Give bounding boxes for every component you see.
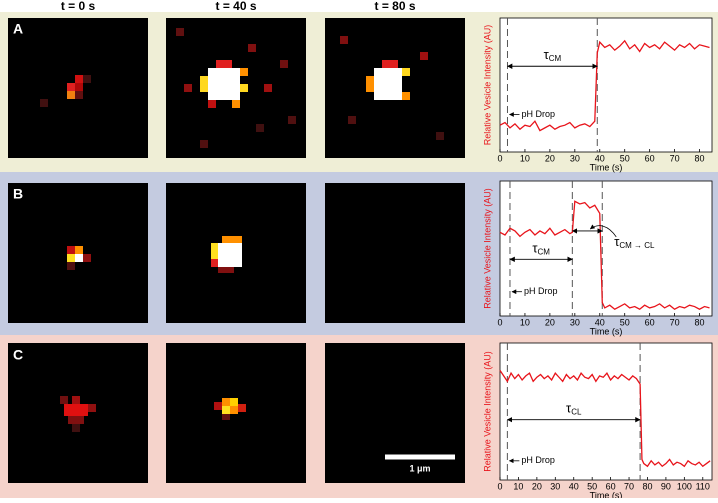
tau-symbol: τ [566, 401, 572, 416]
callout-arrow [589, 224, 617, 238]
tau-label: τCL [566, 401, 582, 417]
intensity-trace [499, 370, 711, 468]
ph-drop-label: pH Drop [521, 455, 555, 465]
tau-symbol: τ [532, 241, 538, 256]
x-tick-label: 80 [695, 153, 705, 163]
x-tick-label: 60 [606, 481, 616, 491]
micrograph [166, 183, 306, 323]
tau-subscript: CM [537, 247, 550, 256]
x-tick-label: 10 [520, 317, 530, 327]
tau-subscript: CM → CL [619, 241, 655, 250]
x-tick-label: 80 [642, 481, 652, 491]
x-tick-label: 90 [661, 481, 671, 491]
x-axis-label: Time (s) [590, 490, 623, 498]
x-tick-label: 50 [620, 153, 630, 163]
micrograph [166, 343, 306, 483]
x-tick-label: 30 [550, 481, 560, 491]
ph-drop-label: pH Drop [521, 109, 555, 119]
plot-area [499, 17, 713, 153]
panel-label: A [13, 21, 23, 37]
plot-area [499, 342, 713, 481]
x-tick-label: 50 [587, 481, 597, 491]
micrograph: 1 μm [325, 343, 465, 483]
x-tick-label: 0 [497, 317, 502, 327]
micrograph [8, 18, 148, 158]
panel-label: B [13, 186, 23, 202]
x-tick-label: 110 [696, 481, 710, 491]
micrograph [8, 183, 148, 323]
x-tick-label: 10 [513, 481, 523, 491]
scale-bar-label: 1 μm [409, 463, 430, 473]
intensity-trace [499, 39, 710, 132]
y-axis-label: Relative Vesicle Intensity (AU) [482, 351, 492, 472]
panel-label: C [13, 347, 23, 363]
x-tick-label: 40 [595, 153, 605, 163]
x-tick-label: 0 [497, 153, 502, 163]
x-tick-label: 0 [497, 481, 502, 491]
tau-subscript: CL [571, 408, 582, 417]
x-tick-label: 100 [677, 481, 692, 491]
x-tick-label: 20 [545, 153, 555, 163]
x-tick-label: 80 [695, 317, 705, 327]
column-header: t = 40 s [215, 0, 256, 13]
x-tick-label: 40 [595, 317, 605, 327]
x-tick-label: 50 [620, 317, 630, 327]
micrograph [166, 18, 306, 158]
tau-label: τCM → CL [614, 234, 655, 250]
column-header: t = 80 s [374, 0, 415, 13]
micrograph [325, 183, 465, 323]
x-tick-label: 30 [570, 153, 580, 163]
x-tick-label: 70 [670, 153, 680, 163]
x-tick-label: 70 [670, 317, 680, 327]
x-tick-label: 10 [520, 153, 530, 163]
x-axis-label: Time (s) [590, 326, 623, 336]
micrograph [325, 18, 465, 158]
plot-area [499, 180, 713, 317]
micrograph [8, 343, 148, 483]
tau-symbol: τ [544, 48, 550, 63]
y-axis-label: Relative Vesicle Intensity (AU) [482, 188, 492, 309]
x-tick-label: 60 [645, 153, 655, 163]
y-axis-label: Relative Vesicle Intensity (AU) [482, 25, 492, 146]
x-tick-label: 20 [532, 481, 542, 491]
x-tick-label: 30 [570, 317, 580, 327]
x-tick-label: 40 [569, 481, 579, 491]
x-axis-label: Time (s) [590, 162, 623, 172]
x-tick-label: 20 [545, 317, 555, 327]
tau-symbol: τ [614, 234, 620, 249]
intensity-trace [499, 200, 710, 311]
tau-subscript: CM [549, 54, 562, 63]
x-tick-label: 70 [624, 481, 634, 491]
ph-drop-label: pH Drop [524, 286, 558, 296]
tau-label: τCM [544, 48, 562, 64]
tau-label: τCM [532, 241, 550, 257]
column-header: t = 0 s [61, 0, 96, 13]
x-tick-label: 60 [645, 317, 655, 327]
